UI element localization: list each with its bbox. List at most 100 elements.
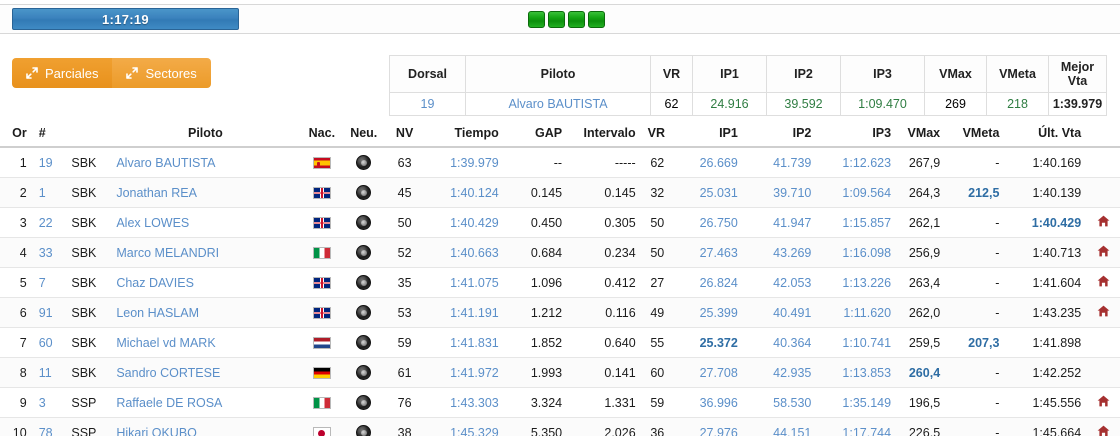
col-ip3[interactable]: IP3 bbox=[817, 122, 898, 148]
cell-cat: SBK bbox=[65, 147, 111, 178]
cell-num[interactable]: 78 bbox=[32, 417, 66, 436]
col-vmax[interactable]: VMax bbox=[897, 122, 947, 148]
cell-or: 9 bbox=[0, 387, 33, 418]
cell-piloto[interactable]: Alvaro BAUTISTA bbox=[110, 147, 301, 178]
tyre-icon bbox=[356, 335, 372, 351]
cell-ip2: 40.364 bbox=[743, 327, 818, 358]
summary-ip2: 39.592 bbox=[766, 92, 841, 116]
cell-piloto[interactable]: Alex LOWES bbox=[110, 207, 301, 238]
table-row[interactable]: 2 1 SBK Jonathan REA 45 1:40.124 0.145 0.145 32 2… bbox=[0, 177, 1120, 208]
table-row[interactable]: 1 19 SBK Alvaro BAUTISTA 63 1:39.979 -- ----- 62… bbox=[0, 147, 1120, 178]
flag-gb-icon bbox=[312, 277, 331, 290]
col-neu[interactable]: Neu. bbox=[343, 122, 385, 148]
cell-num[interactable]: 3 bbox=[32, 387, 66, 418]
cell-pit bbox=[1087, 207, 1120, 238]
cell-nac bbox=[300, 237, 344, 268]
cell-neu bbox=[343, 147, 385, 178]
cell-piloto[interactable]: Marco MELANDRI bbox=[110, 237, 301, 268]
cell-num[interactable]: 22 bbox=[32, 207, 66, 238]
col-vmeta[interactable]: VMeta bbox=[946, 122, 1006, 148]
col-nv[interactable]: NV bbox=[384, 122, 426, 148]
summary-dorsal[interactable]: 19 bbox=[389, 92, 466, 116]
cell-ip2: 42.053 bbox=[743, 267, 818, 298]
col-or[interactable]: Or bbox=[0, 122, 33, 148]
session-timer-value: 1:17:19 bbox=[102, 11, 149, 27]
cell-num[interactable]: 91 bbox=[32, 297, 66, 328]
cell-ip3: 1:15.857 bbox=[817, 207, 898, 238]
col-gap[interactable]: GAP bbox=[504, 122, 569, 148]
cell-nac bbox=[300, 327, 344, 358]
cell-ip1: 27.976 bbox=[670, 417, 744, 436]
cell-intervalo: 0.234 bbox=[568, 237, 642, 268]
cell-vr: 50 bbox=[641, 207, 671, 238]
table-row[interactable]: 4 33 SBK Marco MELANDRI 52 1:40.663 0.684 0.234… bbox=[0, 237, 1120, 268]
table-row[interactable]: 8 11 SBK Sandro CORTESE 61 1:41.972 1.993 0.141… bbox=[0, 357, 1120, 388]
col-ip1[interactable]: IP1 bbox=[670, 122, 744, 148]
summary-vmeta: 218 bbox=[986, 92, 1049, 116]
col-tiempo[interactable]: Tiempo bbox=[425, 122, 505, 148]
cell-num[interactable]: 19 bbox=[32, 147, 66, 178]
session-progress-bar: 1:17:19 bbox=[12, 8, 239, 30]
cell-piloto[interactable]: Raffaele DE ROSA bbox=[110, 387, 301, 418]
cell-ip1: 36.996 bbox=[670, 387, 744, 418]
cell-ip3: 1:13.226 bbox=[817, 267, 898, 298]
cell-or: 7 bbox=[0, 327, 33, 358]
cell-gap: 1.096 bbox=[504, 267, 569, 298]
cell-nac bbox=[300, 387, 344, 418]
cell-num[interactable]: 7 bbox=[32, 267, 66, 298]
cell-cat: SBK bbox=[65, 327, 111, 358]
cell-nv: 35 bbox=[384, 267, 426, 298]
tyre-icon bbox=[356, 395, 372, 411]
cell-ult: 1:45.664 bbox=[1005, 417, 1088, 436]
flag-it-icon bbox=[312, 247, 331, 260]
cell-neu bbox=[343, 177, 385, 208]
summary-header-row: Dorsal Piloto VR IP1 IP2 IP3 VMax VMeta … bbox=[389, 55, 1107, 93]
tab-sectores[interactable]: Sectores bbox=[112, 58, 211, 88]
cell-piloto[interactable]: Hikari OKUBO bbox=[110, 417, 301, 436]
cell-piloto[interactable]: Chaz DAVIES bbox=[110, 267, 301, 298]
col-vr[interactable]: VR bbox=[641, 122, 671, 148]
col-number[interactable]: # bbox=[32, 122, 66, 148]
cell-num[interactable]: 1 bbox=[32, 177, 66, 208]
table-row[interactable]: 3 22 SBK Alex LOWES 50 1:40.429 0.450 0.305 50 26… bbox=[0, 207, 1120, 238]
tyre-icon bbox=[356, 365, 372, 381]
flag-jp-icon bbox=[312, 427, 331, 436]
cell-or: 6 bbox=[0, 297, 33, 328]
cell-ip2: 44.151 bbox=[743, 417, 818, 436]
pit-home-icon bbox=[1097, 305, 1110, 320]
flag-nl-icon bbox=[312, 337, 331, 350]
tyre-icon bbox=[356, 275, 372, 291]
cell-num[interactable]: 33 bbox=[32, 237, 66, 268]
table-row[interactable]: 9 3 SSP Raffaele DE ROSA 76 1:43.303 3.324 1.33… bbox=[0, 387, 1120, 418]
col-ult-vta[interactable]: Últ. Vta bbox=[1005, 122, 1088, 148]
cell-cat: SBK bbox=[65, 237, 111, 268]
col-piloto[interactable]: Piloto bbox=[110, 122, 301, 148]
cell-vmeta: 212,5 bbox=[946, 177, 1006, 208]
cell-piloto[interactable]: Leon HASLAM bbox=[110, 297, 301, 328]
cell-ip1: 25.031 bbox=[670, 177, 744, 208]
table-row[interactable]: 7 60 SBK Michael vd MARK 59 1:41.831 1.852 0.64… bbox=[0, 327, 1120, 358]
col-ip2[interactable]: IP2 bbox=[743, 122, 818, 148]
cell-nac bbox=[300, 147, 344, 178]
cell-piloto[interactable]: Jonathan REA bbox=[110, 177, 301, 208]
table-row[interactable]: 5 7 SBK Chaz DAVIES 35 1:41.075 1.096 0.412 27 26… bbox=[0, 267, 1120, 298]
cell-piloto[interactable]: Sandro CORTESE bbox=[110, 357, 301, 388]
tab-parciales[interactable]: Parciales bbox=[12, 58, 113, 88]
col-category bbox=[65, 122, 111, 148]
col-nac[interactable]: Nac. bbox=[300, 122, 344, 148]
cell-nv: 38 bbox=[384, 417, 426, 436]
cell-or: 8 bbox=[0, 357, 33, 388]
table-row[interactable]: 10 78 SSP Hikari OKUBO 38 1:45.329 5.350 2.026 3… bbox=[0, 417, 1120, 436]
cell-tiempo: 1:41.972 bbox=[425, 357, 505, 388]
cell-ult: 1:40.713 bbox=[1005, 237, 1088, 268]
cell-piloto[interactable]: Michael vd MARK bbox=[110, 327, 301, 358]
cell-neu bbox=[343, 297, 385, 328]
cell-num[interactable]: 11 bbox=[32, 357, 66, 388]
summary-vr: 62 bbox=[650, 92, 693, 116]
cell-num[interactable]: 60 bbox=[32, 327, 66, 358]
cell-intervalo: 1.331 bbox=[568, 387, 642, 418]
summary-ip3: 1:09.470 bbox=[840, 92, 925, 116]
summary-piloto[interactable]: Alvaro BAUTISTA bbox=[465, 92, 651, 116]
table-row[interactable]: 6 91 SBK Leon HASLAM 53 1:41.191 1.212 0.116 49 2… bbox=[0, 297, 1120, 328]
col-intervalo[interactable]: Intervalo bbox=[568, 122, 642, 148]
